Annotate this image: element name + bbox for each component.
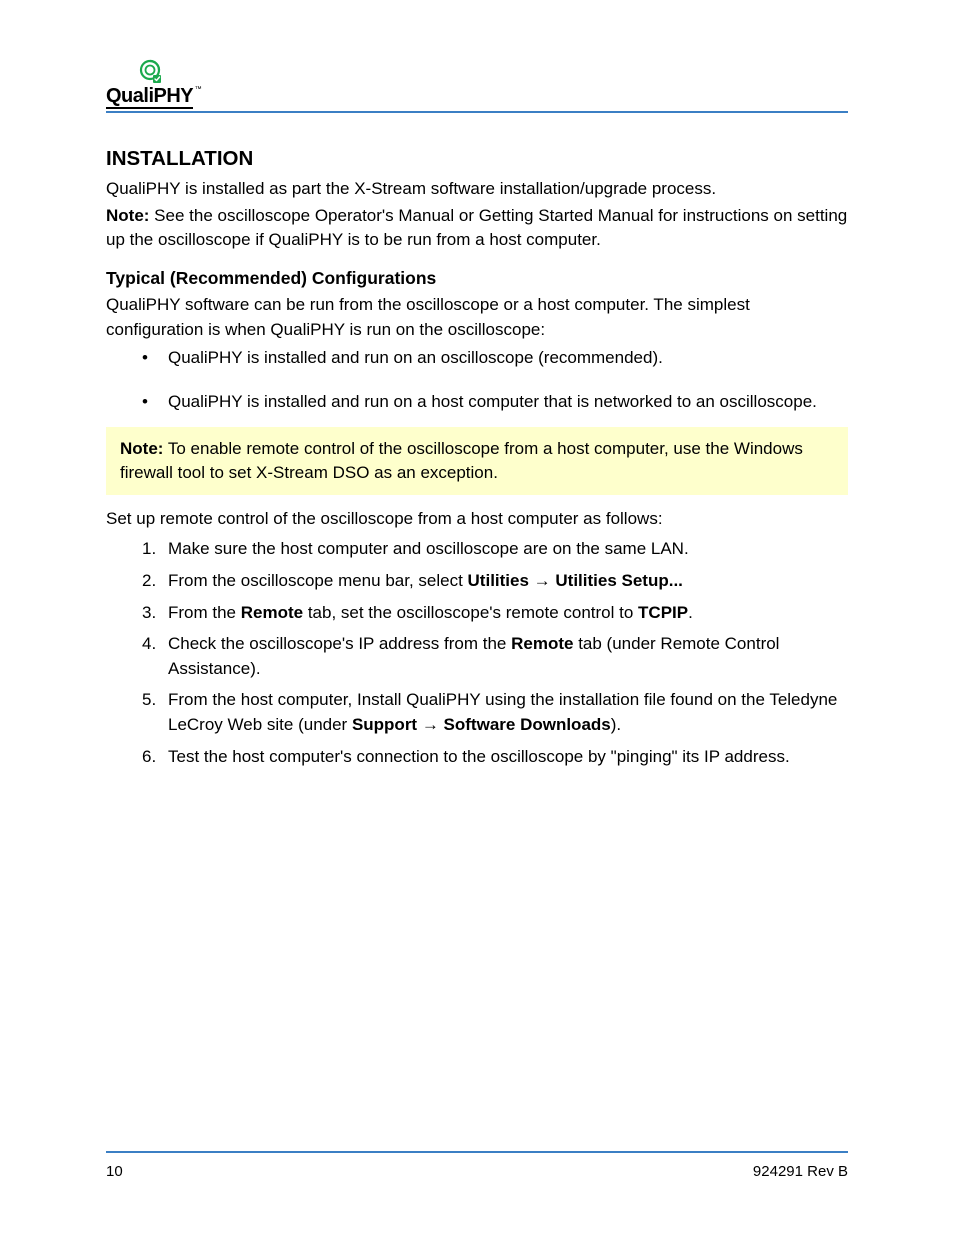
note-text: Note: To enable remote control of the os… [120, 437, 834, 485]
list-item: Check the oscilloscope's IP address from… [142, 632, 848, 681]
step-text: . [688, 603, 693, 622]
step-bold: Utilities Setup... [551, 571, 683, 590]
step-bold: TCPIP [638, 603, 688, 622]
step-text: Test the host computer's connection to t… [168, 747, 790, 766]
list-item: From the Remote tab, set the oscilloscop… [142, 601, 848, 626]
list-item: Test the host computer's connection to t… [142, 745, 848, 770]
config-bullet-list: QualiPHY is installed and run on an osci… [106, 346, 848, 415]
step-bold: Remote [511, 634, 573, 653]
list-item: QualiPHY is installed and run on an osci… [142, 346, 848, 371]
step-bold: Utilities [468, 571, 534, 590]
step-text: ). [611, 715, 621, 734]
step-text: tab, set the oscilloscope's remote contr… [303, 603, 638, 622]
page-footer: 10 924291 Rev B [106, 1151, 848, 1180]
step-text: Check the oscilloscope's IP address from… [168, 634, 511, 653]
list-item: QualiPHY is installed and run on a host … [142, 390, 848, 415]
step-text: From the [168, 603, 241, 622]
subsection-para: QualiPHY software can be run from the os… [106, 293, 848, 341]
step-bold: Support [352, 715, 422, 734]
step-text: From the oscilloscope menu bar, select [168, 571, 468, 590]
note-label: Note: [120, 439, 163, 458]
logo-mark-icon [136, 58, 164, 86]
section-para-2: Note: See the oscilloscope Operator's Ma… [106, 204, 848, 252]
step-bold: Remote [241, 603, 303, 622]
note-callout: Note: To enable remote control of the os… [106, 427, 848, 495]
note-inline-label: Note: [106, 206, 154, 225]
list-item: Make sure the host computer and oscillos… [142, 537, 848, 562]
step-bold: Software Downloads [439, 715, 611, 734]
step-text: Make sure the host computer and oscillos… [168, 539, 689, 558]
subsection-title: Typical (Recommended) Configurations [106, 268, 848, 289]
steps-list: Make sure the host computer and oscillos… [106, 537, 848, 769]
logo-tm: ™ [195, 86, 202, 93]
page-content: INSTALLATION QualiPHY is installed as pa… [106, 113, 848, 769]
section-para-1: QualiPHY is installed as part the X-Stre… [106, 177, 848, 201]
logo-text: QualiPHY [106, 85, 193, 107]
steps-intro: Set up remote control of the oscilloscop… [106, 507, 848, 531]
section-title: INSTALLATION [106, 147, 848, 171]
section-para-2-text: See the oscilloscope Operator's Manual o… [106, 206, 847, 249]
note-body: To enable remote control of the oscillos… [120, 439, 803, 482]
list-item: From the host computer, Install QualiPHY… [142, 688, 848, 737]
arrow-icon: → [422, 715, 439, 734]
list-item: From the oscilloscope menu bar, select U… [142, 569, 848, 594]
page-number: 10 [106, 1163, 123, 1180]
logo-wordmark: QualiPHY™ [106, 86, 193, 109]
page-header: QualiPHY™ [106, 55, 848, 113]
qualiphy-logo: QualiPHY™ [106, 58, 193, 109]
doc-revision: 924291 Rev B [753, 1163, 848, 1180]
arrow-icon: → [534, 571, 551, 590]
